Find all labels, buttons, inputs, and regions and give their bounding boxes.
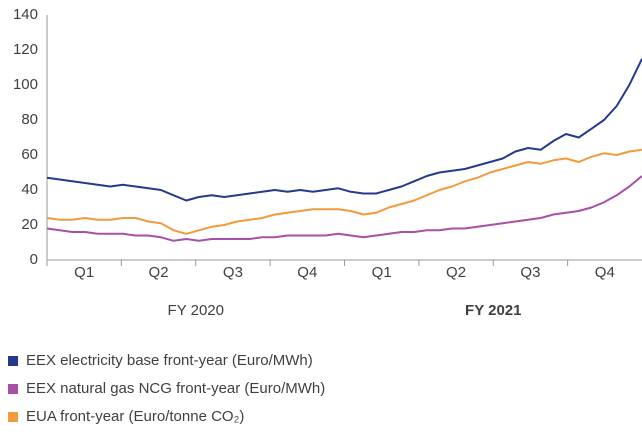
x-tick-label: Q4 <box>297 264 317 281</box>
group-label: FY 2020 <box>168 302 224 319</box>
x-tick-label: Q2 <box>149 264 169 281</box>
legend-label: EUA front-year (Euro/tonne CO₂) <box>26 408 244 425</box>
series-line <box>46 148 642 235</box>
y-tick-label: 140 <box>13 6 38 23</box>
y-tick-label: 40 <box>21 181 38 198</box>
series-line <box>46 175 642 242</box>
x-tick-label: Q2 <box>446 264 466 281</box>
x-tick-label: Q1 <box>74 264 94 281</box>
y-tick-label: 100 <box>13 76 38 93</box>
x-tick-label: Q4 <box>595 264 615 281</box>
y-tick-label: 0 <box>30 251 38 268</box>
x-tick-label: Q3 <box>520 264 540 281</box>
y-tick-label: 20 <box>21 216 38 233</box>
y-tick-label: 80 <box>21 111 38 128</box>
x-tick-label: Q1 <box>372 264 392 281</box>
y-tick-label: 120 <box>13 41 38 58</box>
legend-swatch <box>8 412 18 422</box>
legend-swatch <box>8 384 18 394</box>
y-tick-label: 60 <box>21 146 38 163</box>
legend-label: EEX natural gas NCG front-year (Euro/MWh… <box>26 380 325 397</box>
series-line <box>46 58 642 202</box>
x-tick-label: Q3 <box>223 264 243 281</box>
group-label: FY 2021 <box>465 302 521 319</box>
legend-swatch <box>8 356 18 366</box>
legend-label: EEX electricity base front-year (Euro/MW… <box>26 352 313 369</box>
